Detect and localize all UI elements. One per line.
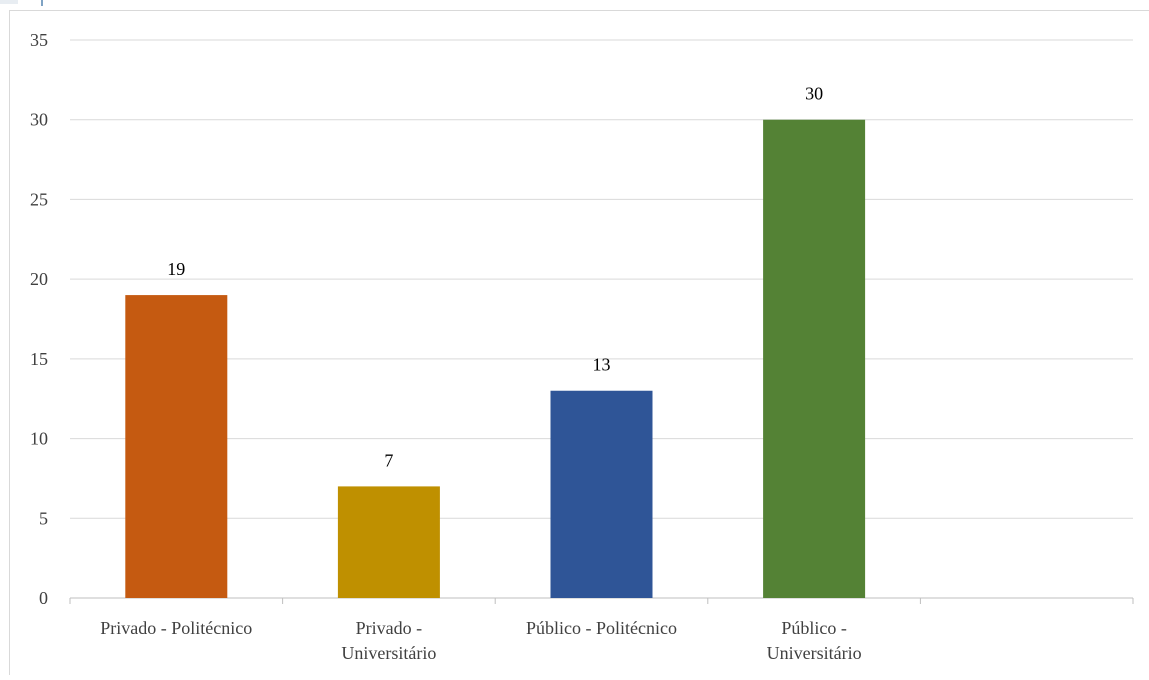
- chart-frame-top: [9, 10, 1149, 11]
- y-tick-label: 15: [30, 349, 48, 369]
- chart-frame-left: [9, 10, 10, 675]
- bar: [125, 295, 228, 598]
- bar: [337, 486, 440, 598]
- data-label: 19: [167, 259, 185, 279]
- data-label: 30: [805, 84, 823, 104]
- data-label: 13: [593, 355, 611, 375]
- y-tick-label: 25: [30, 189, 48, 209]
- x-tick-label: Universitário: [341, 643, 436, 663]
- y-tick-label: 20: [30, 269, 48, 289]
- bar: [550, 390, 653, 598]
- x-tick-label: Público -: [781, 618, 847, 638]
- bar: [763, 119, 866, 598]
- x-tick-label: Universitário: [767, 643, 862, 663]
- corner-tick-decoration: [41, 0, 43, 6]
- data-label: 7: [384, 450, 393, 470]
- corner-decoration: [0, 0, 18, 4]
- x-tick-label: Privado -: [356, 618, 423, 638]
- x-tick-label: Público - Politécnico: [526, 618, 677, 638]
- y-tick-label: 30: [30, 110, 48, 130]
- y-tick-label: 35: [30, 30, 48, 50]
- y-tick-label: 0: [39, 588, 48, 608]
- y-tick-label: 5: [39, 508, 48, 528]
- y-tick-label: 10: [30, 429, 48, 449]
- x-tick-label: Privado - Politécnico: [100, 618, 252, 638]
